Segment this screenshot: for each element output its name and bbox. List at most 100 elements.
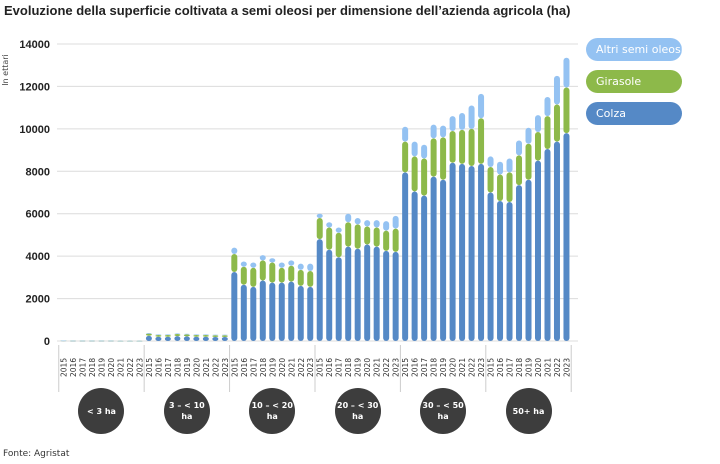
bar-colza	[516, 185, 523, 341]
x-tick-label: 2018	[173, 358, 182, 377]
bar-girasole	[392, 228, 399, 252]
bar-altri-semi-oleosi	[316, 213, 323, 218]
bar-colza	[193, 336, 200, 341]
x-tick-label: 2015	[60, 358, 69, 377]
bar-colza	[288, 281, 295, 341]
bar-colza	[259, 280, 266, 341]
legend-altri: Altri semi oleosi	[586, 38, 684, 61]
bar-girasole	[250, 267, 257, 287]
bar-colza	[487, 192, 494, 341]
x-tick-label: 2019	[268, 358, 277, 377]
bar-altri-semi-oleosi	[535, 115, 541, 133]
group-label: < 3 ha	[78, 388, 125, 434]
bar-girasole	[402, 141, 409, 173]
bar-altri-semi-oleosi	[440, 125, 447, 138]
bar-girasole	[535, 132, 541, 161]
bar-altri-semi-oleosi	[250, 262, 257, 268]
bar-altri-semi-oleosi	[155, 334, 162, 336]
bar-colza	[411, 191, 418, 341]
bar-altri-semi-oleosi	[79, 340, 86, 342]
x-tick-label: 2023	[477, 358, 486, 377]
bar-altri-semi-oleosi	[240, 261, 247, 267]
bar-girasole	[193, 335, 200, 337]
x-tick-label: 2019	[525, 358, 534, 377]
bar-girasole	[164, 335, 171, 337]
legend-girasole: Girasole	[586, 70, 682, 93]
x-tick-label: 2022	[553, 358, 562, 377]
x-tick-label: 2016	[325, 358, 334, 377]
x-tick-label: 2020	[192, 358, 201, 377]
x-tick-label: 2017	[78, 358, 87, 377]
group-label: 20 – < 30 ha	[334, 388, 381, 434]
bar-altri-semi-oleosi	[383, 221, 390, 231]
x-tick-label: 2018	[88, 358, 97, 377]
x-tick-label: 2018	[515, 358, 524, 377]
x-tick-label: 2020	[363, 358, 372, 377]
bar-girasole	[525, 143, 532, 180]
bar-altri-semi-oleosi	[421, 144, 428, 159]
y-tick-label: 12000	[19, 81, 50, 93]
x-tick-label: 2020	[278, 358, 287, 377]
bar-colza	[297, 285, 304, 341]
bar-colza	[221, 336, 228, 341]
x-tick-label: 2015	[487, 358, 496, 377]
bar-girasole	[307, 270, 314, 287]
bar-girasole	[563, 87, 570, 134]
x-tick-label: 2019	[97, 358, 106, 377]
bar-colza	[354, 248, 361, 341]
bar-altri-semi-oleosi	[497, 161, 504, 175]
bar-altri-semi-oleosi	[231, 247, 238, 255]
bar-colza	[440, 179, 447, 341]
group-label: 30 – < 50 ha	[420, 388, 467, 434]
bar-altri-semi-oleosi	[430, 124, 437, 139]
x-tick-label: 2016	[496, 358, 505, 377]
bar-colza	[449, 162, 456, 341]
bar-altri-semi-oleosi	[69, 340, 76, 342]
bar-altri-semi-oleosi	[174, 333, 181, 334]
source-note: Fonte: Agristat	[3, 449, 70, 459]
bar-altri-semi-oleosi	[563, 57, 570, 88]
bar-girasole	[288, 265, 295, 282]
bar-altri-semi-oleosi	[164, 334, 171, 336]
x-tick-label: 2023	[221, 358, 230, 377]
bar-altri-semi-oleosi	[411, 141, 418, 157]
y-tick-label: 4000	[26, 251, 50, 263]
bar-girasole	[354, 224, 361, 249]
bar-altri-semi-oleosi	[449, 116, 456, 131]
bar-girasole	[174, 333, 181, 337]
x-tick-label: 2017	[420, 358, 429, 377]
bar-altri-semi-oleosi	[259, 255, 266, 261]
bar-colza	[497, 200, 504, 341]
x-tick-label: 2018	[344, 358, 353, 377]
bar-colza	[174, 336, 181, 341]
bar-girasole	[335, 232, 342, 258]
x-tick-label: 2018	[430, 358, 439, 377]
bar-girasole	[373, 227, 380, 247]
bar-colza	[421, 195, 428, 341]
bar-girasole	[155, 335, 162, 337]
bar-colza	[326, 249, 333, 341]
bar-girasole	[516, 155, 523, 186]
bar-girasole	[383, 230, 390, 251]
bar-girasole	[478, 118, 485, 164]
x-tick-label: 2019	[354, 358, 363, 377]
bar-girasole	[497, 174, 504, 201]
bar-girasole	[430, 138, 437, 177]
bar-altri-semi-oleosi	[297, 263, 304, 270]
legend-colza: Colza	[586, 102, 682, 125]
bar-girasole	[487, 167, 494, 193]
bar-colza	[231, 272, 238, 341]
bar-altri-semi-oleosi	[307, 263, 314, 271]
bar-colza	[402, 172, 409, 341]
bar-colza	[535, 160, 541, 341]
bar-altri-semi-oleosi	[221, 334, 228, 336]
bar-girasole	[440, 137, 447, 180]
bar-colza	[335, 257, 342, 341]
x-tick-label: 2021	[202, 358, 211, 377]
bar-colza	[468, 165, 475, 341]
bar-altri-semi-oleosi	[212, 334, 219, 336]
bar-girasole	[145, 333, 152, 336]
x-tick-label: 2023	[392, 358, 401, 377]
bar-colza	[563, 133, 570, 341]
bar-colza	[164, 336, 171, 341]
